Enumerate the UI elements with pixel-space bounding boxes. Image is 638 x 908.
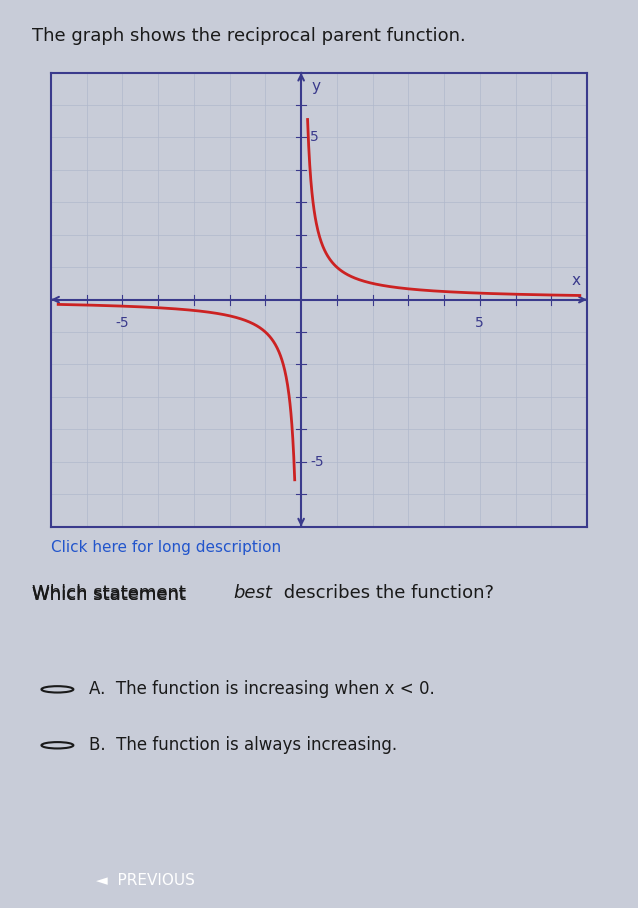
Text: -5: -5 <box>115 316 130 330</box>
Text: y: y <box>312 79 321 94</box>
Text: A.  The function is increasing when x < 0.: A. The function is increasing when x < 0… <box>89 680 435 698</box>
Text: Which statement: Which statement <box>32 586 191 604</box>
Text: Which statement: Which statement <box>32 586 191 604</box>
Text: describes the function?: describes the function? <box>278 585 494 602</box>
Text: Click here for long description: Click here for long description <box>51 540 281 556</box>
Text: x: x <box>572 273 581 289</box>
Text: 5: 5 <box>475 316 484 330</box>
Text: best: best <box>233 585 272 602</box>
Text: 5: 5 <box>310 131 319 144</box>
Text: -5: -5 <box>310 455 323 469</box>
Text: B.  The function is always increasing.: B. The function is always increasing. <box>89 736 397 755</box>
Text: ◄  PREVIOUS: ◄ PREVIOUS <box>96 873 195 888</box>
Text: Which statement: Which statement <box>32 585 191 602</box>
Text: The graph shows the reciprocal parent function.: The graph shows the reciprocal parent fu… <box>32 27 466 45</box>
